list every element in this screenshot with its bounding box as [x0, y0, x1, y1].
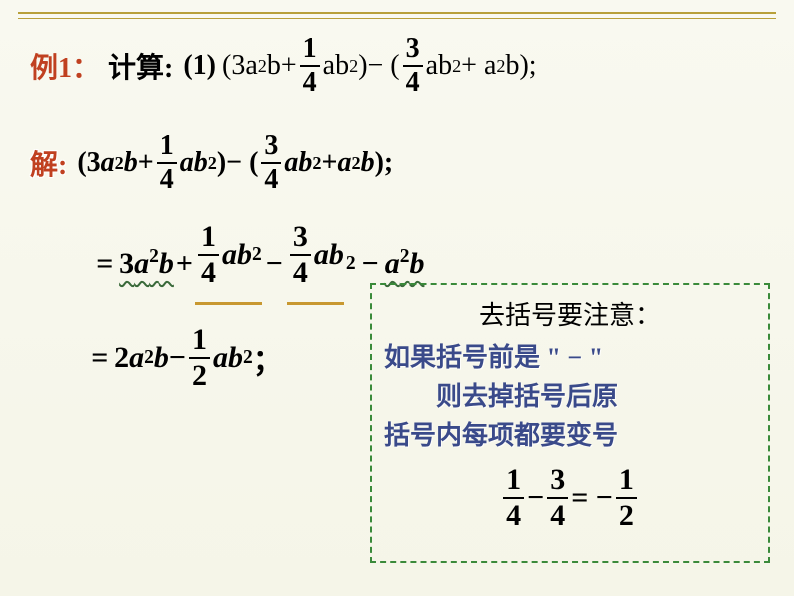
fraction: 1 2 [616, 465, 637, 531]
fraction-3-4: 3 4 [403, 35, 423, 97]
fraction: 1 4 [157, 132, 177, 194]
fraction: 1 4 [503, 465, 524, 531]
step1-expression: (3a2b + 1 4 ab2 ) − ( 3 4 ab2 + a2b ); [77, 132, 393, 194]
note-line-3: 括号内每项都要变号 [384, 416, 760, 455]
decorative-rule-1 [18, 12, 776, 14]
minus-sign: − [362, 247, 379, 281]
fraction: 1 2 [189, 325, 210, 391]
fraction: 3 4 [261, 132, 281, 194]
calc-label: 计算: [108, 46, 173, 86]
note-body: 如果括号前是 " − " 则去掉括号后原 括号内每项都要变号 [380, 338, 760, 455]
problem-line: 例1： 计算: (1) (3a2b + 1 4 ab2 ) − ( 3 4 ab… [30, 35, 764, 97]
fraction: 1 4 [198, 222, 219, 288]
decorative-rule-2 [18, 18, 776, 19]
note-title: 去括号要注意： [380, 295, 760, 332]
fraction-1-4: 1 4 [300, 35, 320, 97]
note-line-2: 则去掉括号后原 [384, 377, 760, 416]
step3-expression: 2a2b − 1 2 ab2 ； [114, 325, 283, 391]
fraction: 3 4 [547, 465, 568, 531]
example-label: 例1： [30, 46, 100, 86]
note-line-1: 如果括号前是 " − " [384, 338, 760, 377]
note-calculation: 1 4 − 3 4 = − 1 2 [380, 465, 760, 531]
minus-sign: − [266, 247, 283, 281]
fraction: 3 4 [290, 222, 311, 288]
note-box: 去括号要注意： 如果括号前是 " − " 则去掉括号后原 括号内每项都要变号 1… [370, 283, 770, 563]
solution-label: 解: [30, 143, 67, 183]
problem-expression: (3a2b + 1 4 ab2 ) − ( 3 4 ab2 + a2 b); [222, 35, 537, 97]
solution-line-1: 解: (3a2b + 1 4 ab2 ) − ( 3 4 ab2 + a2b )… [30, 132, 764, 194]
problem-number: (1) [183, 50, 216, 82]
